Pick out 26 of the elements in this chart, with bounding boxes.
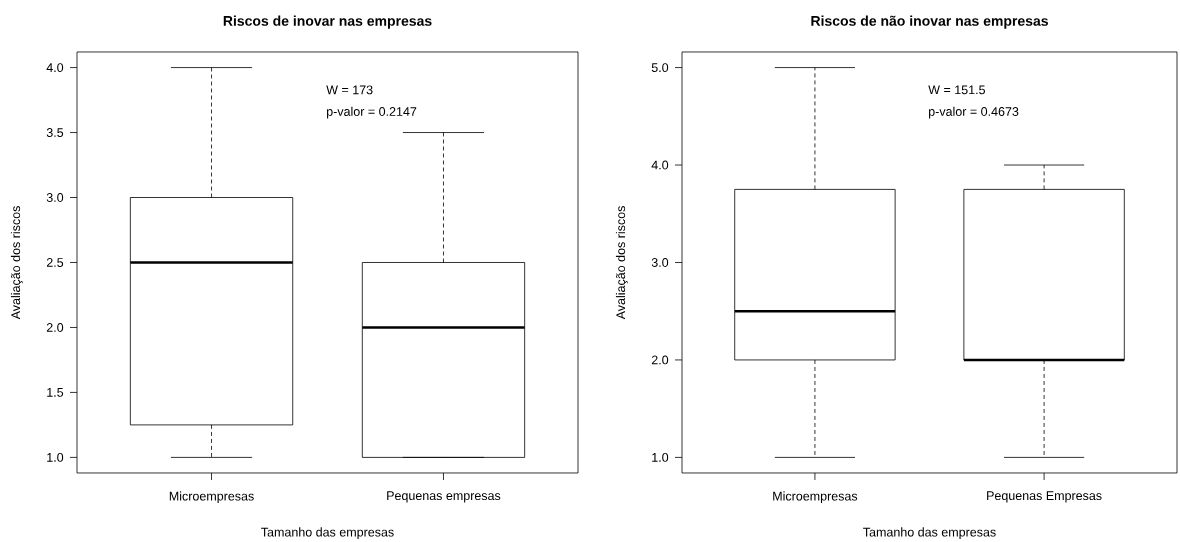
y-tick-label: 1.0 [47, 452, 64, 462]
y-tick-label: 3.5 [46, 128, 64, 137]
annotation: W = 173 [326, 85, 373, 95]
x-tick-label: Pequenas empresas [387, 491, 501, 503]
x-tick-label: Microempresas [773, 491, 858, 503]
y-axis-title: Avaliação dos riscos [10, 206, 23, 320]
annotation: p-valor = 0.2147 [327, 106, 417, 119]
y-tick-label: 5.0 [651, 63, 669, 72]
y-axis-title: Avaliação dos riscos [615, 206, 628, 320]
chart-title: Riscos de inovar nas empresas [223, 15, 432, 29]
x-axis-title: Tamanho das empresas [863, 527, 996, 539]
y-tick-label: 3.0 [46, 193, 64, 202]
y-tick-label: 2.0 [46, 323, 64, 332]
x-tick-label: Microempresas [169, 491, 254, 503]
y-tick-label: 1.5 [47, 388, 64, 397]
y-tick-label: 3.0 [651, 258, 669, 267]
annotation: p-valor = 0.4673 [929, 106, 1019, 119]
y-tick-label: 1.0 [652, 452, 669, 462]
y-tick-label: 2.0 [651, 355, 669, 365]
y-tick-label: 4.0 [46, 63, 64, 72]
annotation: W = 151.5 [928, 85, 986, 95]
x-axis-title: Tamanho das empresas [261, 527, 394, 539]
x-tick-label: Pequenas Empresas [987, 491, 1102, 503]
chart-title: Riscos de não inovar nas empresas [811, 15, 1048, 29]
y-tick-label: 4.0 [651, 160, 669, 170]
y-tick-label: 2.5 [46, 258, 64, 267]
